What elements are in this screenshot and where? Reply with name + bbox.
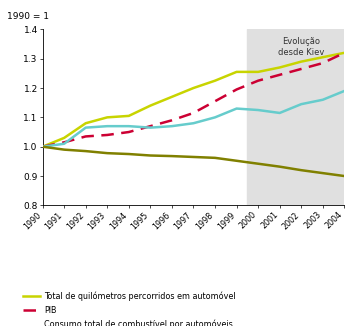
Text: 1990 = 1: 1990 = 1 bbox=[7, 12, 49, 21]
Legend: Total de quilómetros percorridos em automóvel, PIB, Consumo total de combustível: Total de quilómetros percorridos em auto… bbox=[20, 289, 239, 326]
Text: Evolução
desde Kiev: Evolução desde Kiev bbox=[278, 37, 324, 57]
Bar bbox=[247, 29, 344, 205]
